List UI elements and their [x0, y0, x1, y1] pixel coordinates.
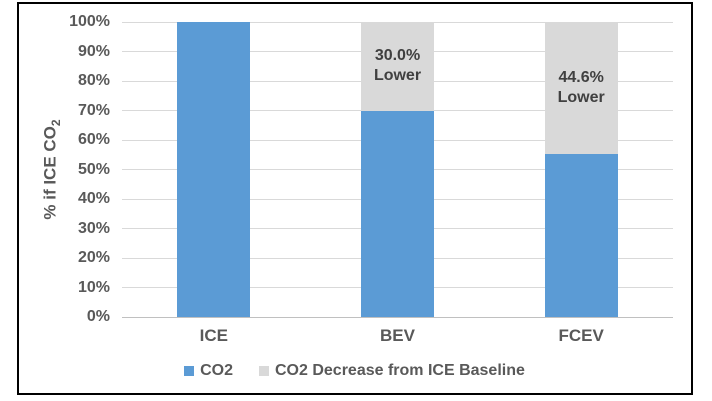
segment-label-line: Lower: [373, 67, 422, 85]
legend-item-decrease: CO2 Decrease from ICE Baseline: [259, 362, 525, 380]
y-tick-label-0: 0%: [86, 308, 110, 325]
y-tick-label-30: 30%: [77, 219, 110, 237]
bar-fcev-decrease: [544, 22, 618, 154]
legend-label: CO2: [200, 362, 233, 379]
x-category-label-bev: BEV: [380, 326, 415, 345]
legend: CO2 CO2 Decrease from ICE Baseline: [19, 358, 690, 384]
legend-item-co2: CO2: [184, 362, 233, 380]
bar-fcev-co2: [544, 153, 618, 317]
segment-label-line: 44.6%: [558, 68, 604, 86]
y-tick-label-70: 70%: [77, 101, 110, 119]
segment-label-line: 30.0%: [374, 47, 421, 65]
y-axis-title-subscript: 2: [48, 119, 63, 127]
bar-ice-co2: [177, 22, 251, 317]
legend-swatch-decrease: [259, 366, 269, 376]
y-tick-label-40: 40%: [77, 190, 110, 207]
y-tick-label-10: 10%: [77, 278, 110, 296]
y-tick-label-60: 60%: [77, 131, 110, 148]
legend-swatch-co2: [184, 366, 195, 376]
legend-label: CO2 Decrease from ICE Baseline: [275, 362, 525, 379]
y-tick-label-50: 50%: [77, 160, 110, 178]
y-tick-label-80: 80%: [77, 72, 110, 89]
segment-label-line: Lower: [557, 88, 605, 106]
y-tick-label-90: 90%: [77, 42, 110, 60]
x-axis-line: [122, 316, 673, 318]
segment-label-bev: 30.0% Lower: [361, 22, 434, 111]
x-category-label-ice: ICE: [199, 326, 228, 345]
bar-bev-co2: [361, 110, 434, 317]
bar-bev-decrease: [361, 22, 434, 111]
y-tick-label-20: 20%: [77, 249, 110, 266]
x-category-label-fcev: FCEV: [558, 326, 604, 345]
segment-label-fcev: 44.6% Lower: [545, 22, 618, 154]
y-tick-label-100: 100%: [69, 13, 110, 30]
